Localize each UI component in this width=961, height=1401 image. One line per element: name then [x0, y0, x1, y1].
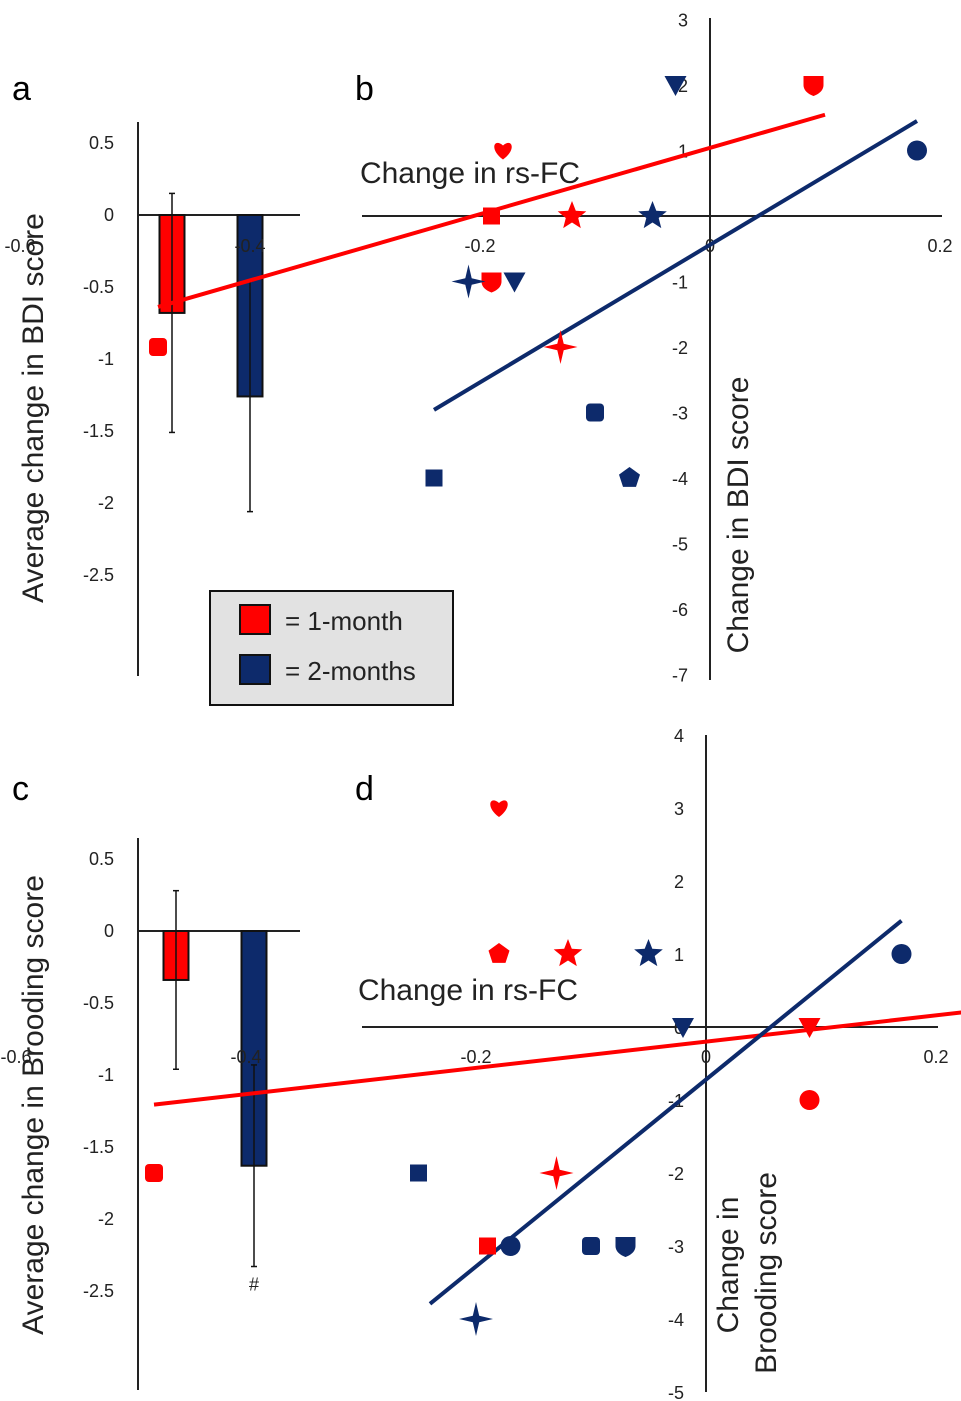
data-point-two_months-square: [425, 469, 443, 487]
y-tick-label: 1: [678, 142, 688, 162]
data-point-two_months-roundsquare: [586, 403, 604, 422]
panel-b-scatter-plot: -0.6-0.4-0.200.20.4321-1-2-3-4-5-6-7Chan…: [4, 11, 952, 686]
y-tick-label: -1: [98, 349, 114, 369]
y-tick-label: 1: [674, 945, 684, 965]
x-tick-label: -0.6: [4, 236, 35, 256]
x-tick-label: 0: [701, 1047, 711, 1067]
y-tick-label: 3: [678, 11, 688, 31]
data-point-one_month-star5: [557, 201, 587, 229]
y-tick-label: 0.5: [89, 849, 114, 869]
y-tick-label: -3: [668, 1237, 684, 1257]
y-axis-title: Change in BDI score: [722, 377, 755, 654]
x-tick-label: 0.2: [927, 236, 952, 256]
legend: = 1-month = 2-months: [209, 590, 454, 706]
data-point-one_month-roundsquare: [145, 1164, 163, 1182]
x-axis-title: Change in rs-FC: [358, 974, 578, 1007]
y-tick-label: 2: [674, 872, 684, 892]
x-tick-label: -0.2: [464, 236, 495, 256]
panel-c-bar-chart: 0.5 0 -0.5 -1 -1.5 -2 -2.5 # Average change in B…: [17, 838, 300, 1390]
y-axis-title: Average change in BDI score: [17, 213, 50, 603]
y-tick-label: -4: [672, 469, 688, 489]
panel-a-bar-chart: 0.5 0 -0.5 -1 -1.5 -2 -2.5 Average change in BD…: [17, 122, 300, 676]
data-point-two_months-shield: [615, 1237, 636, 1257]
y-tick-label: -1: [672, 273, 688, 293]
y-tick-label: -2: [98, 1209, 114, 1229]
data-point-one_month-heart: [494, 142, 512, 160]
y-axis-title-line-1: Change in: [712, 1197, 745, 1334]
data-point-two_months-triangle: [664, 76, 687, 96]
y-tick-label: -3: [672, 404, 688, 424]
y-tick-label: -2: [672, 338, 688, 358]
y-tick-label: -1.5: [83, 1137, 114, 1157]
y-tick-label: -7: [672, 666, 688, 686]
y-tick-label: -5: [668, 1383, 684, 1401]
y-tick-label: 4: [674, 726, 684, 746]
panel-letter-b: b: [355, 70, 374, 108]
y-tick-label: 0: [104, 921, 114, 941]
panel-letter-a: a: [12, 70, 31, 108]
y-tick-label: -6: [672, 600, 688, 620]
x-axis-title: Change in rs-FC: [360, 157, 580, 190]
x-tick-label: -0.6: [0, 1047, 31, 1067]
data-point-one_month-square: [479, 1237, 496, 1255]
data-point-two_months-pentagon: [619, 467, 640, 487]
y-tick-label: 2: [678, 76, 688, 96]
x-tick-label: -0.4: [230, 1047, 261, 1067]
data-point-two_months-circle: [891, 944, 912, 964]
data-point-one_month-star4: [539, 1156, 574, 1190]
panel-letter-d: d: [355, 770, 374, 808]
trend-line-one_month: [153, 1010, 961, 1107]
y-tick-label: -4: [668, 1310, 684, 1330]
panel-d-scatter-plot: -0.6-0.4-0.200.20.443210-1-2-3-4-5Change…: [0, 726, 961, 1401]
y-tick-label: -5: [672, 535, 688, 555]
legend-label-one-month: = 1-month: [285, 606, 403, 636]
x-tick-label: 0.2: [923, 1047, 948, 1067]
data-point-one_month-pentagon: [488, 943, 510, 963]
y-tick-label: -2: [98, 493, 114, 513]
data-point-one_month-star4: [543, 330, 578, 364]
trend-line-two_months: [432, 119, 919, 412]
bar-2-months: [240, 930, 268, 1167]
data-point-two_months-star5: [634, 939, 663, 967]
x-tick-label: -0.4: [234, 236, 265, 256]
data-point-two_months-square: [410, 1164, 427, 1182]
y-tick-label: -0.5: [83, 277, 114, 297]
data-point-one_month-triangle: [798, 1018, 821, 1038]
panel-letter-c: c: [12, 770, 29, 808]
y-axis-title-line-2: Brooding score: [750, 1172, 783, 1374]
y-tick-label: -0.5: [83, 993, 114, 1013]
legend-swatch-two-months: [239, 654, 271, 685]
significance-marker: #: [249, 1275, 259, 1295]
data-point-one_month-shield: [481, 272, 502, 293]
data-point-two_months-star4: [459, 1302, 493, 1336]
data-point-two_months-circle: [500, 1236, 521, 1256]
y-tick-label: -1.5: [83, 421, 114, 441]
data-point-one_month-circle: [799, 1090, 820, 1110]
data-point-one_month-shield: [803, 76, 824, 96]
data-point-one_month-star5: [553, 939, 583, 967]
data-point-two_months-circle: [907, 140, 927, 161]
y-tick-label: -1: [98, 1065, 114, 1085]
y-tick-label: -2.5: [83, 565, 114, 585]
data-point-two_months-triangle: [503, 272, 526, 293]
data-point-one_month-roundsquare: [149, 338, 167, 356]
y-tick-label: -2: [668, 1164, 684, 1184]
y-tick-label: 3: [674, 799, 684, 819]
x-tick-label: -0.2: [460, 1047, 491, 1067]
data-point-one_month-square: [483, 207, 500, 225]
y-tick-label: -2.5: [83, 1281, 114, 1301]
data-point-one_month-heart: [490, 800, 508, 817]
y-tick-label: 0: [104, 205, 114, 225]
data-point-two_months-triangle: [672, 1018, 694, 1038]
legend-swatch-one-month: [239, 604, 271, 635]
data-point-two_months-star4: [451, 264, 486, 299]
y-axis-title: Average change in Brooding score: [17, 875, 50, 1335]
data-point-two_months-roundsquare: [582, 1237, 600, 1255]
data-point-two_months-star5: [638, 201, 667, 229]
y-tick-label: 0.5: [89, 133, 114, 153]
legend-label-two-months: = 2-months: [285, 656, 416, 686]
